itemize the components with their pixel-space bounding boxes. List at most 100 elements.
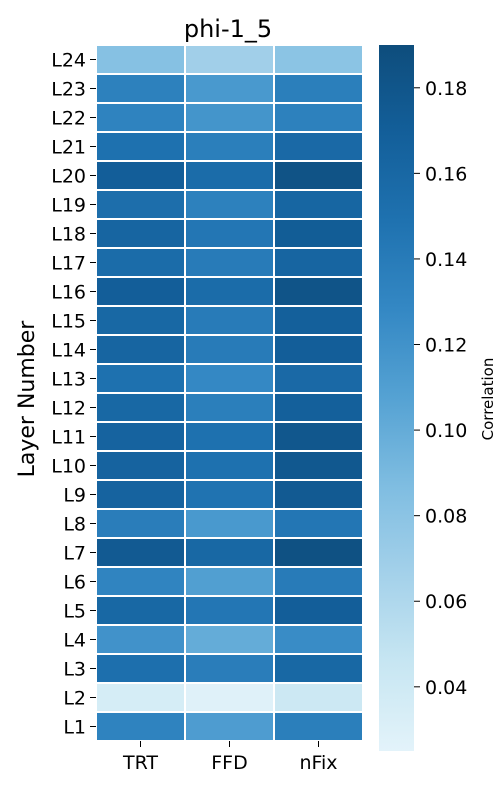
- row-tick-label: L11: [51, 427, 86, 449]
- heatmap-cell: [95, 595, 186, 626]
- heatmap-cell: [273, 479, 364, 510]
- heatmap-cell: [273, 711, 364, 742]
- heatmap-cell: [95, 421, 186, 452]
- heatmap-cell: [273, 73, 364, 104]
- heatmap-cell: [184, 595, 275, 626]
- column-tick-label: nFix: [299, 752, 337, 774]
- heatmap-cell: [184, 334, 275, 365]
- heatmap-cell: [95, 711, 186, 742]
- heatmap-cell: [95, 276, 186, 307]
- heatmap-cell: [95, 160, 186, 191]
- heatmap-cell: [273, 653, 364, 684]
- heatmap-cell: [273, 160, 364, 191]
- column-tick-labels: TRT FFD nFix: [122, 741, 338, 774]
- row-tick-label: L5: [63, 601, 86, 623]
- heatmap-cell: [184, 276, 275, 307]
- row-tick-label: L9: [63, 485, 86, 507]
- heatmap-cell: [184, 624, 275, 655]
- colorbar-tick-label: 0.14: [425, 249, 467, 271]
- heatmap-cell: [184, 711, 275, 742]
- heatmap-cell: [273, 334, 364, 365]
- heatmap-cell: [184, 73, 275, 104]
- heatmap-cell: [273, 624, 364, 655]
- row-tick-label: L10: [51, 456, 86, 478]
- heatmap-cell: [184, 450, 275, 481]
- heatmap-cell: [184, 479, 275, 510]
- row-tick-label: L3: [63, 659, 86, 681]
- heatmap-cell: [184, 508, 275, 539]
- column-tick-label: TRT: [122, 752, 158, 774]
- heatmap-cell: [95, 682, 186, 713]
- heatmap-cell: [184, 682, 275, 713]
- heatmap-cell: [95, 73, 186, 104]
- heatmap-cell: [95, 189, 186, 220]
- heatmap-cell: [184, 44, 275, 75]
- heatmap-cell: [184, 189, 275, 220]
- row-tick-label: L7: [63, 543, 86, 565]
- colorbar-label: Correlation: [479, 358, 497, 441]
- heatmap-cell: [273, 682, 364, 713]
- heatmap-cell: [184, 218, 275, 249]
- heatmap-cell: [184, 653, 275, 684]
- heatmap-cell: [184, 131, 275, 162]
- heatmap-cell: [95, 392, 186, 423]
- heatmap-cell: [184, 363, 275, 394]
- heatmap-cell: [184, 392, 275, 423]
- heatmap-cell: [273, 595, 364, 626]
- colorbar: [379, 45, 414, 751]
- heatmap-cell: [95, 653, 186, 684]
- heatmap-cell: [95, 450, 186, 481]
- heatmap-cell: [273, 421, 364, 452]
- chart-title: phi-1_5: [184, 15, 272, 43]
- heatmap-cell: [95, 334, 186, 365]
- heatmap-cell: [95, 131, 186, 162]
- row-tick-label: L15: [51, 311, 86, 333]
- row-tick-label: L23: [51, 79, 86, 101]
- heatmap-cells: [95, 44, 364, 742]
- colorbar-ticks: 0.04 0.06 0.08 0.10 0.12 0.14 0.16 0.18: [414, 78, 467, 699]
- heatmap-cell: [184, 566, 275, 597]
- heatmap-cell: [95, 537, 186, 568]
- row-tick-label: L16: [51, 282, 86, 304]
- heatmap-cell: [95, 363, 186, 394]
- heatmap-cell: [95, 102, 186, 133]
- heatmap-cell: [184, 537, 275, 568]
- row-tick-labels: L24 L23 L22 L21 L20 L19 L18 L17 L16 L15 L14 L13 L12 L…: [51, 50, 96, 739]
- row-tick-label: L22: [51, 108, 86, 130]
- colorbar-tick-label: 0.04: [425, 677, 467, 699]
- row-tick-label: L13: [51, 369, 86, 391]
- row-tick-label: L14: [51, 340, 86, 362]
- heatmap-cell: [273, 392, 364, 423]
- heatmap-cell: [273, 537, 364, 568]
- heatmap-cell: [184, 305, 275, 336]
- heatmap-cell: [95, 247, 186, 278]
- heatmap-cell: [273, 102, 364, 133]
- heatmap-cell: [184, 247, 275, 278]
- row-tick-label: L4: [63, 630, 86, 652]
- heatmap-cell: [273, 305, 364, 336]
- heatmap-cell: [273, 44, 364, 75]
- heatmap-cell: [95, 508, 186, 539]
- heatmap-cell: [95, 566, 186, 597]
- heatmap-cell: [273, 566, 364, 597]
- heatmap-cell: [273, 363, 364, 394]
- heatmap-cell: [273, 218, 364, 249]
- heatmap-cell: [95, 305, 186, 336]
- heatmap-cell: [184, 421, 275, 452]
- heatmap-cell: [184, 160, 275, 191]
- colorbar-tick-label: 0.16: [425, 163, 467, 185]
- row-tick-label: L18: [51, 224, 86, 246]
- row-tick-label: L8: [63, 514, 86, 536]
- heatmap-cell: [273, 247, 364, 278]
- row-tick-label: L20: [51, 166, 86, 188]
- colorbar-tick-label: 0.12: [425, 335, 467, 357]
- heatmap-cell: [273, 189, 364, 220]
- row-tick-label: L6: [63, 572, 86, 594]
- colorbar-tick-label: 0.08: [425, 506, 467, 528]
- column-tick-label: FFD: [211, 752, 248, 774]
- heatmap-cell: [273, 276, 364, 307]
- heatmap-cell: [273, 508, 364, 539]
- row-tick-label: L17: [51, 253, 86, 275]
- row-tick-label: L1: [63, 717, 86, 739]
